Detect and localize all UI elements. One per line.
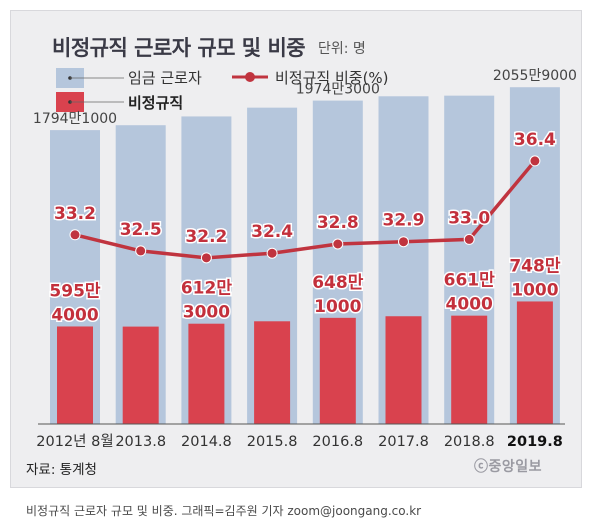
label-total-7: 2055만9000 <box>493 68 577 84</box>
label-irregular-6-1: 4000 <box>446 295 493 315</box>
bar-irregular-2 <box>188 323 225 424</box>
ratio-label-3: 32.4 <box>251 222 293 242</box>
tick-label-x-7: 2019.8 <box>507 434 563 450</box>
bar-irregular-4 <box>319 317 356 424</box>
tick-label-x-3: 2015.8 <box>247 434 298 450</box>
ratio-label-2: 32.2 <box>185 227 227 247</box>
label-irregular-4-1: 1000 <box>314 297 361 317</box>
legend-label-total: 임금 근로자 <box>128 69 202 87</box>
label-irregular-6-0: 661만 <box>444 271 495 291</box>
legend-label-ratio: 비정규직 비중(%) <box>275 69 389 87</box>
caption-credit: 비정규직 근로자 규모 및 비중. 그래픽=김주원 기자 zoom@joonga… <box>26 504 422 518</box>
legend-marker-ratio <box>245 72 255 82</box>
brand-logo: ⓒ중앙일보 <box>474 459 543 475</box>
plot-area: 1794만1000 595만 4000 2012년 8월 2013.8 612만 3000 2… <box>33 68 577 450</box>
bar-irregular-1 <box>122 326 159 424</box>
legend: 임금 근로자 비정규직 비중(%) 비정규직 <box>56 68 389 112</box>
label-irregular-7-0: 748만 <box>509 256 560 276</box>
ratio-label-4: 32.8 <box>317 213 359 233</box>
label-irregular-0-1: 4000 <box>51 305 98 325</box>
ratio-label-0: 33.2 <box>54 204 96 224</box>
tick-label-x-1: 2013.8 <box>115 434 166 450</box>
tick-label-x-5: 2017.8 <box>378 434 429 450</box>
chart-title: 비정규직 근로자 규모 및 비중 <box>52 36 306 60</box>
bar-irregular-7 <box>516 301 553 424</box>
bar-irregular-3 <box>254 321 291 424</box>
bar-irregular-0 <box>57 326 93 424</box>
ratio-point-0 <box>69 229 81 241</box>
ratio-point-1 <box>135 245 147 257</box>
ratio-point-3 <box>266 247 278 259</box>
ratio-line <box>74 159 537 260</box>
label-irregular-2-0: 612만 <box>181 279 232 299</box>
label-irregular-7-1: 1000 <box>511 280 558 300</box>
unit-label: 단위: 명 <box>318 41 366 57</box>
ratio-label-5: 32.9 <box>383 211 425 231</box>
tick-label-x-4: 2016.8 <box>312 434 363 450</box>
tick-label-x-6: 2018.8 <box>444 434 495 450</box>
ratio-point-7 <box>529 155 541 167</box>
ratio-point-6 <box>463 233 475 245</box>
label-total-4: 1974만3000 <box>296 82 380 98</box>
label-irregular-4-0: 648만 <box>312 273 363 293</box>
bar-irregular-6 <box>451 315 488 424</box>
legend-label-irregular: 비정규직 <box>128 94 183 112</box>
ratio-point-4 <box>332 238 344 250</box>
ratio-point-5 <box>398 236 409 248</box>
ratio-point-2 <box>200 252 212 264</box>
label-irregular-0-0: 595만 <box>49 281 100 301</box>
tick-label-x-0: 2012년 8월 <box>36 433 113 450</box>
ratio-label-6: 33.0 <box>448 208 490 228</box>
ratio-label-7: 36.4 <box>514 130 556 150</box>
source-note: 자료: 통계청 <box>26 462 97 478</box>
label-irregular-2-1: 3000 <box>183 303 230 323</box>
label-total-0: 1794만1000 <box>33 111 117 127</box>
bar-irregular-5 <box>385 316 422 424</box>
tick-label-x-2: 2014.8 <box>181 434 232 450</box>
ratio-label-1: 32.5 <box>120 220 162 240</box>
